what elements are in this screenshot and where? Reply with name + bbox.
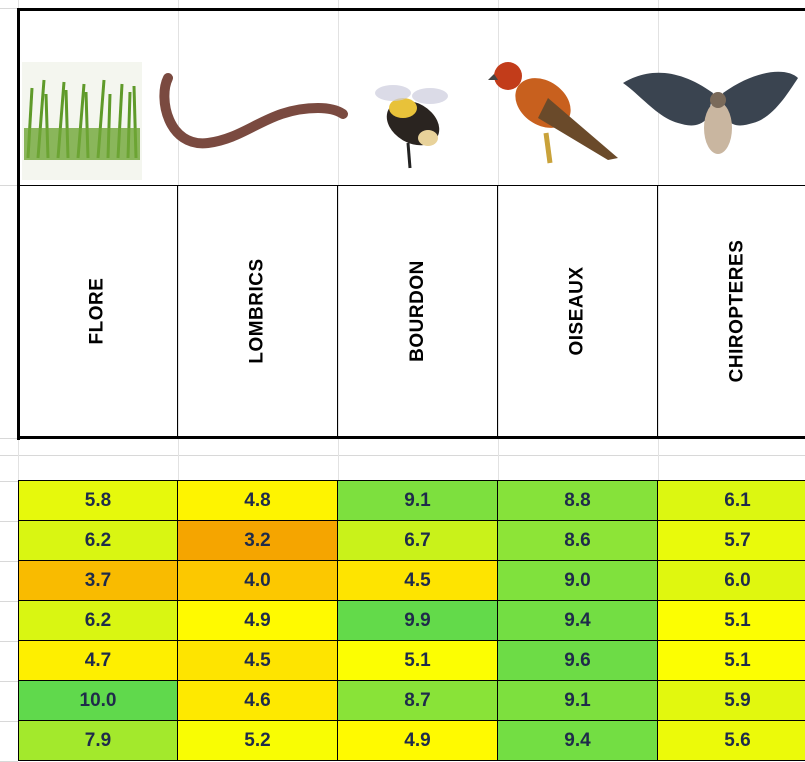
value-cell: 6.2 <box>18 521 178 561</box>
value-cell: 4.5 <box>178 641 338 681</box>
value-cell: 3.7 <box>18 561 178 601</box>
icon-row-line <box>18 185 805 186</box>
column-header: FLORE <box>18 186 178 436</box>
icon-row <box>22 62 798 180</box>
value-cell: 4.9 <box>178 601 338 641</box>
value-cell: 4.9 <box>338 721 498 761</box>
value-cell: 10.0 <box>18 681 178 721</box>
value-cell: 9.1 <box>498 681 658 721</box>
gridline <box>0 721 18 722</box>
value-cell: 5.1 <box>658 641 805 681</box>
gridline <box>0 601 18 602</box>
value-cell: 7.9 <box>18 721 178 761</box>
value-cell: 9.9 <box>338 601 498 641</box>
value-cell: 9.4 <box>498 601 658 641</box>
column-header: BOURDON <box>338 186 498 436</box>
value-cell: 6.2 <box>18 601 178 641</box>
value-cell: 6.1 <box>658 481 805 521</box>
value-cell: 4.6 <box>178 681 338 721</box>
value-cell: 4.7 <box>18 641 178 681</box>
value-cell: 3.2 <box>178 521 338 561</box>
gridline <box>0 455 805 456</box>
value-cell: 5.9 <box>658 681 805 721</box>
gridline <box>0 481 18 482</box>
value-cell: 8.7 <box>338 681 498 721</box>
worm-icon <box>159 73 348 149</box>
value-cell: 8.8 <box>498 481 658 521</box>
header-text: FLORE <box>86 277 108 345</box>
value-cell: 6.0 <box>658 561 805 601</box>
header-border-bottom <box>18 436 805 439</box>
value-cell: 4.5 <box>338 561 498 601</box>
value-cell: 4.0 <box>178 561 338 601</box>
bee-icon <box>375 85 448 169</box>
value-cell: 9.0 <box>498 561 658 601</box>
bat-icon <box>623 71 798 154</box>
gridline <box>0 681 18 682</box>
value-cell: 5.1 <box>338 641 498 681</box>
value-cell: 9.1 <box>338 481 498 521</box>
value-cell: 5.7 <box>658 521 805 561</box>
gridline <box>178 0 179 481</box>
column-header: LOMBRICS <box>178 186 338 436</box>
value-cell: 4.8 <box>178 481 338 521</box>
header-text: LOMBRICS <box>246 258 268 364</box>
gridline <box>0 521 18 522</box>
value-cell: 5.6 <box>658 721 805 761</box>
bird-icon <box>488 62 618 164</box>
gridline <box>0 641 18 642</box>
gridline <box>498 0 499 481</box>
value-cell: 8.6 <box>498 521 658 561</box>
value-cell: 6.7 <box>338 521 498 561</box>
value-cell: 5.1 <box>658 601 805 641</box>
header-text: OISEAUX <box>566 266 588 356</box>
gridline <box>658 0 659 481</box>
gridline <box>338 0 339 481</box>
gridline <box>0 561 18 562</box>
value-cell: 9.4 <box>498 721 658 761</box>
column-header: OISEAUX <box>498 186 658 436</box>
grass-icon <box>22 62 142 180</box>
header-text: CHIROPTERES <box>726 239 748 383</box>
value-cell: 5.8 <box>18 481 178 521</box>
header-border-top <box>18 8 805 11</box>
value-cell: 9.6 <box>498 641 658 681</box>
header-border-left <box>17 8 20 440</box>
column-header: CHIROPTERES <box>658 186 805 436</box>
value-cell: 5.2 <box>178 721 338 761</box>
header-text: BOURDON <box>406 260 428 362</box>
